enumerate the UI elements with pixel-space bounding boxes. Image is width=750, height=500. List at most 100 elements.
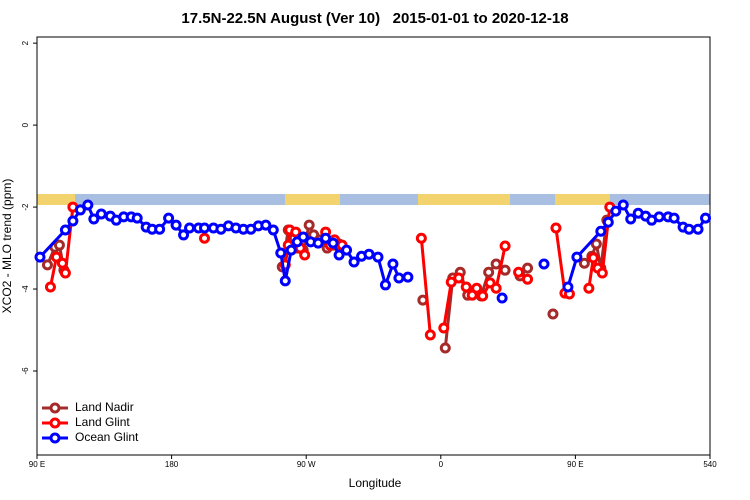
data-point xyxy=(320,232,332,244)
data-point xyxy=(50,251,62,263)
data-point xyxy=(590,238,602,250)
data-point xyxy=(348,256,360,268)
data-point xyxy=(74,204,86,216)
data-point xyxy=(312,237,324,249)
data-point xyxy=(490,258,502,270)
data-point xyxy=(372,251,384,263)
data-point xyxy=(490,282,502,294)
x-tick-label: 90 W xyxy=(297,460,316,469)
data-point xyxy=(578,257,590,269)
data-point xyxy=(363,248,375,260)
data-point xyxy=(341,244,353,256)
data-point xyxy=(59,267,71,279)
y-tick-label: -4 xyxy=(21,285,30,293)
data-point xyxy=(583,282,595,294)
data-point xyxy=(260,219,272,231)
data-point xyxy=(402,271,414,283)
y-tick-label: -6 xyxy=(21,367,30,375)
data-point xyxy=(499,240,511,252)
x-tick-label: 180 xyxy=(165,460,179,469)
data-point xyxy=(82,199,94,211)
data-point xyxy=(88,213,100,225)
data-point xyxy=(547,308,559,320)
data-point xyxy=(41,259,53,271)
data-point xyxy=(625,213,637,225)
map-strip xyxy=(37,194,710,205)
data-point xyxy=(387,258,399,270)
data-point xyxy=(170,219,182,231)
data-point xyxy=(471,282,483,294)
data-point xyxy=(538,258,550,270)
legend-label: Ocean Glint xyxy=(75,430,139,444)
data-point xyxy=(184,222,196,234)
y-tick-label: -2 xyxy=(21,203,30,211)
data-point xyxy=(56,257,68,269)
data-point xyxy=(453,272,465,284)
data-point xyxy=(95,208,107,220)
data-point xyxy=(617,199,629,211)
data-point xyxy=(34,251,46,263)
data-point xyxy=(460,281,472,293)
chart-title: 17.5N-22.5N August (Ver 10) 2015-01-01 t… xyxy=(181,10,568,27)
x-tick-label: 0 xyxy=(439,460,444,469)
data-point xyxy=(53,239,65,251)
data-point xyxy=(379,279,391,291)
legend-marker xyxy=(49,402,61,414)
data-point xyxy=(550,222,562,234)
data-point xyxy=(199,222,211,234)
data-point xyxy=(596,267,608,279)
data-point xyxy=(131,212,143,224)
data-point xyxy=(610,205,622,217)
series-line xyxy=(419,238,432,336)
data-point xyxy=(483,266,495,278)
legend-label: Land Nadir xyxy=(75,400,134,414)
x-tick-label: 90 E xyxy=(567,460,583,469)
y-tick-label: 2 xyxy=(21,40,30,45)
data-point xyxy=(290,226,302,238)
data-point xyxy=(415,232,427,244)
data-point xyxy=(692,223,704,235)
data-point xyxy=(439,342,451,354)
data-point xyxy=(267,224,279,236)
plot-frame xyxy=(36,36,711,456)
y-axis-label: XCO2 - MLO trend (ppm) xyxy=(0,179,14,314)
data-point xyxy=(44,281,56,293)
data-point xyxy=(522,262,534,274)
data-point xyxy=(154,223,166,235)
data-point xyxy=(587,252,599,264)
legend-label: Land Glint xyxy=(75,415,130,429)
data-point xyxy=(299,249,311,261)
x-axis-label: Longitude xyxy=(349,476,402,490)
data-point xyxy=(513,266,525,278)
data-point xyxy=(393,272,405,284)
data-point xyxy=(163,212,175,224)
data-point xyxy=(595,225,607,237)
data-point xyxy=(67,215,79,227)
data-point xyxy=(199,232,211,244)
data-point xyxy=(279,275,291,287)
data-point xyxy=(297,231,309,243)
data-point xyxy=(477,290,489,302)
data-point xyxy=(333,249,345,261)
data-point xyxy=(602,216,614,228)
data-point xyxy=(522,273,534,285)
data-point xyxy=(285,244,297,256)
x-tick-label: 540 xyxy=(703,460,717,469)
data-point xyxy=(496,292,508,304)
data-point xyxy=(59,224,71,236)
data-point xyxy=(653,211,665,223)
data-point xyxy=(303,219,315,231)
data-point xyxy=(683,223,695,235)
data-point xyxy=(438,322,450,334)
data-point xyxy=(424,329,436,341)
data-point xyxy=(562,281,574,293)
x-tick-label: 90 E xyxy=(29,460,45,469)
data-point xyxy=(700,212,712,224)
data-point xyxy=(327,237,339,249)
y-tick-label: 0 xyxy=(21,122,30,127)
data-point xyxy=(571,251,583,263)
legend-marker xyxy=(49,432,61,444)
data-point xyxy=(178,229,190,241)
